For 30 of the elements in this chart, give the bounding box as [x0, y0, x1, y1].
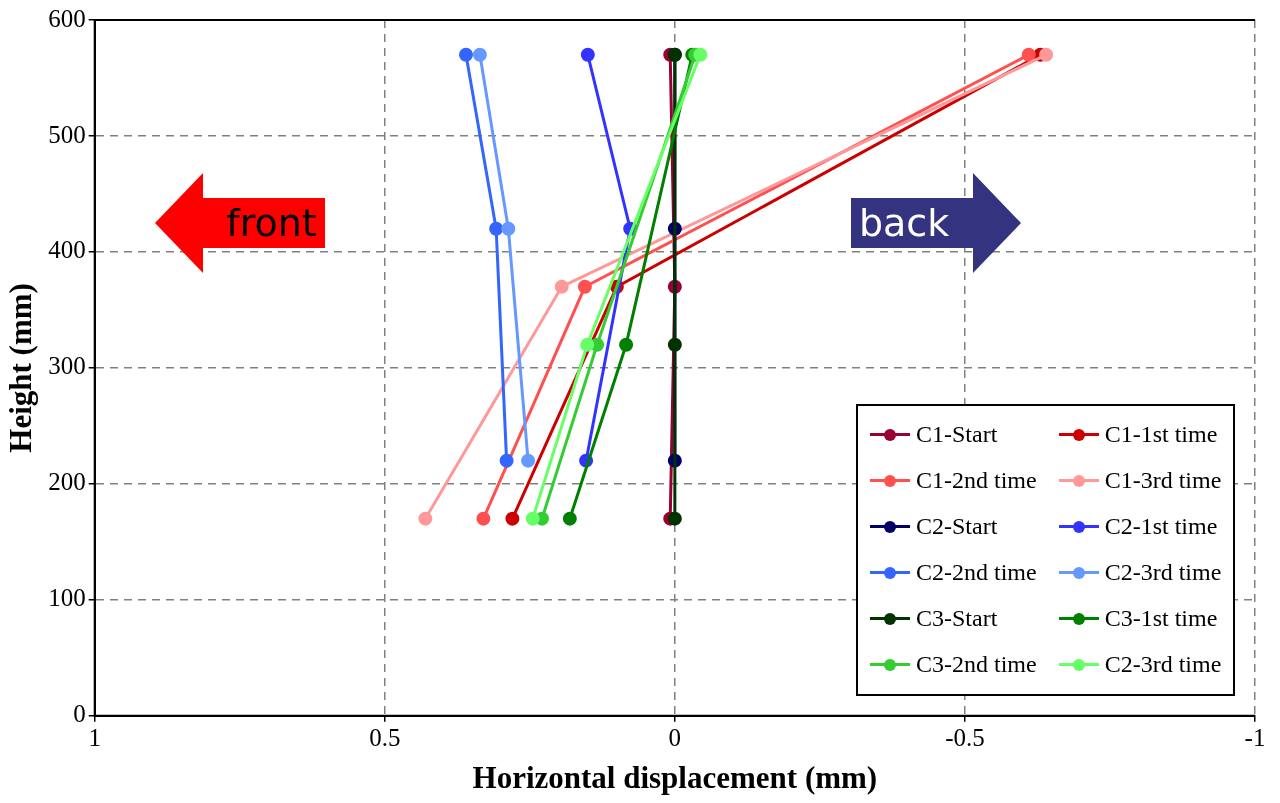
y-tick-label: 0	[73, 700, 86, 728]
legend-label: C3-2nd time	[916, 651, 1037, 679]
annotation: back	[858, 199, 950, 247]
legend-label: C2-Start	[916, 513, 998, 541]
legend-label: C1-Start	[916, 421, 998, 449]
legend-label: C1-2nd time	[916, 467, 1037, 495]
annotation: front	[226, 199, 317, 247]
legend-label: C2-3rd time	[1104, 651, 1222, 679]
y-axis-title: Height (mm)	[2, 283, 38, 453]
y-tick-label: 600	[48, 4, 86, 32]
y-tick-label: 100	[48, 584, 86, 612]
legend-label: C3-1st time	[1104, 605, 1218, 633]
arrow-icon: front	[154, 172, 325, 273]
x-tick-label: 1	[88, 724, 101, 752]
y-tick-label: 200	[48, 468, 86, 496]
arrow-icon: back	[850, 172, 1021, 273]
legend-label: C2-1st time	[1104, 513, 1218, 541]
x-tick-label: -1	[1244, 724, 1266, 752]
legend-label: C1-1st time	[1104, 421, 1218, 449]
legend-label: C2-3rd time	[1104, 559, 1222, 587]
x-tick-label: -0.5	[945, 724, 985, 752]
y-tick-label: 300	[48, 352, 86, 380]
legend-label: C2-2nd time	[916, 559, 1037, 587]
x-axis-title: Horizontal displacement (mm)	[472, 760, 878, 796]
x-tick-label: 0.5	[369, 724, 401, 752]
legend-label: C1-3rd time	[1104, 467, 1222, 495]
y-tick-label: 400	[48, 236, 86, 264]
x-tick-label: 0	[668, 724, 682, 752]
legend-label: C3-Start	[916, 605, 998, 633]
y-tick-label: 500	[48, 120, 86, 148]
